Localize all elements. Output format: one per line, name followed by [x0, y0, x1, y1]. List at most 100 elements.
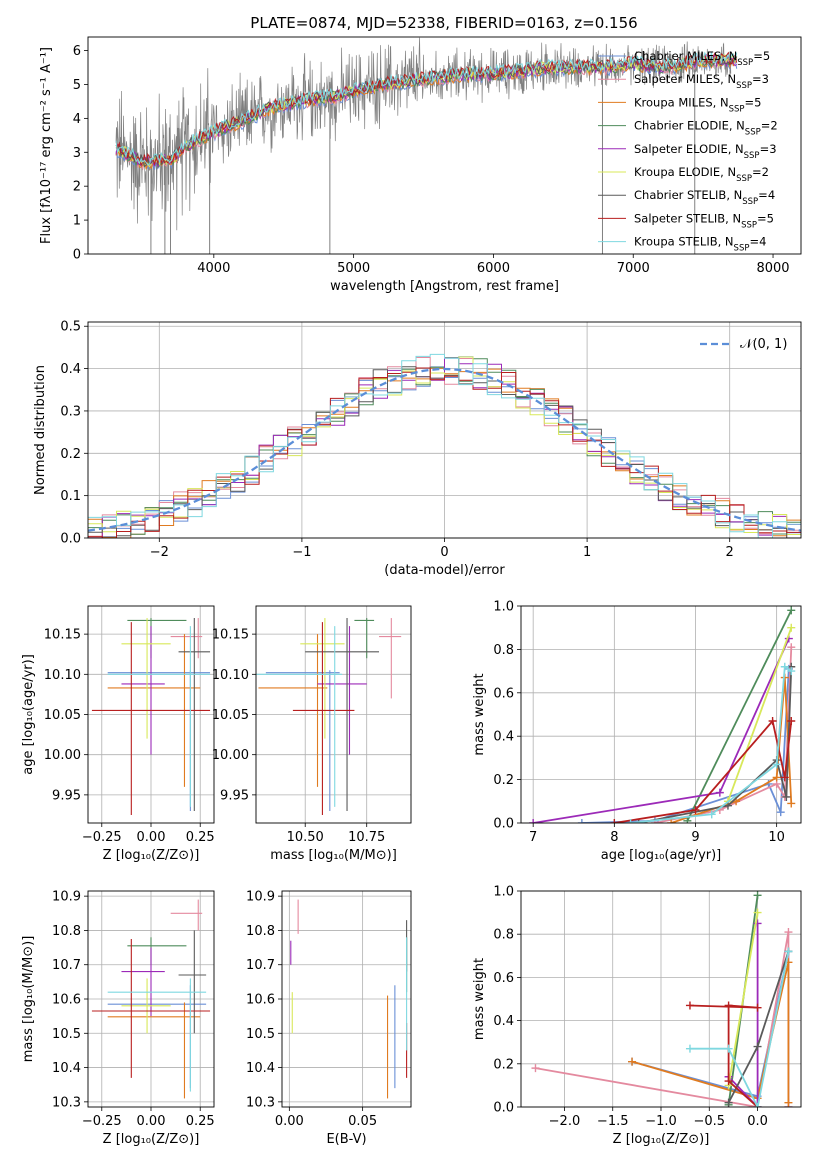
data-point — [707, 810, 716, 819]
chart-residuals: −2 −1 0 1 2 0.0 0.1 0.2 0.3 0.4 0.5 (data-model)/er… — [33, 320, 802, 578]
mass-weight-line — [690, 951, 790, 1107]
y-tick-label: 10.9 — [52, 890, 81, 905]
chart-mass-vs-Z: −0.25 0.00 0.25 10.3 10.4 10.5 10.6 10.7 10.8 10.… — [21, 890, 215, 1147]
x-tick-label: −0.25 — [82, 830, 122, 845]
mass-weight-line — [581, 668, 790, 823]
legend-sub: SSP — [736, 81, 752, 91]
y-tick-label: 10.05 — [44, 708, 81, 723]
plot-area — [88, 353, 801, 538]
mass-weight-line — [686, 609, 793, 822]
gaussian-curve — [88, 367, 801, 532]
legend-nssp: 3 — [769, 142, 776, 156]
legend-sub: SSP — [734, 244, 750, 254]
data-point — [753, 1103, 762, 1107]
data-point — [531, 1064, 540, 1073]
plot-area — [531, 891, 793, 1107]
y-tick-label: 10.7 — [52, 958, 81, 973]
y-tick-label: 10.8 — [52, 924, 81, 939]
legend-entry: Chabrier MILES, NSSP=5 — [634, 49, 770, 68]
histogram-step — [88, 353, 801, 538]
axes-frame — [520, 605, 802, 824]
data-point — [724, 1098, 733, 1107]
y-tick-label: 10.5 — [246, 1027, 275, 1042]
x-tick-label: 10.75 — [348, 830, 385, 845]
legend-eq: = — [758, 188, 768, 202]
mass-weight-line — [727, 912, 759, 1086]
y-tick-label: 0.0 — [493, 817, 514, 832]
y-tick-label: 5 — [73, 78, 81, 93]
data-point — [667, 819, 676, 823]
x-tick-label: 1 — [583, 545, 591, 560]
legend-eq: = — [757, 211, 767, 225]
x-tick-label: 5000 — [337, 261, 370, 276]
axes-frame — [87, 605, 215, 824]
histogram-step — [88, 367, 801, 538]
x-tick-label: 0.25 — [186, 1114, 215, 1129]
data-point — [784, 947, 793, 956]
data-point — [787, 667, 796, 676]
legend-nssp: 2 — [770, 119, 777, 133]
x-tick-label: 0.00 — [275, 1114, 304, 1129]
x-tick-label: 2 — [726, 545, 734, 560]
legend-entry: Salpeter MILES, NSSP=3 — [634, 72, 769, 91]
data-point — [724, 1001, 733, 1010]
y-axis-label: mass weight — [472, 958, 487, 1040]
legend-sep: , N — [720, 165, 736, 179]
legend-eq: = — [761, 119, 771, 133]
legend-sub: SSP — [742, 197, 758, 207]
mass-weight-line — [654, 647, 793, 823]
x-axis-label: E(B-V) — [326, 1132, 366, 1147]
axes-frame — [87, 321, 802, 539]
x-tick-label: 10.50 — [287, 830, 324, 845]
data-point — [685, 1001, 694, 1010]
axes-frame — [255, 605, 412, 824]
legend-sep: , N — [725, 211, 741, 225]
x-tick-label: 0.00 — [137, 830, 166, 845]
legend-sub: SSP — [741, 220, 757, 230]
y-tick-label: 2 — [73, 180, 81, 195]
axes-frame — [520, 890, 802, 1108]
x-tick-label: 6000 — [477, 261, 510, 276]
legend-entry: Salpeter STELIB, NSSP=5 — [634, 211, 774, 230]
y-tick-label: 10.00 — [212, 748, 249, 763]
data-point — [787, 643, 796, 652]
mass-weight-line — [630, 665, 792, 823]
legend-sep: , N — [726, 188, 742, 202]
data-point — [683, 816, 692, 823]
y-tick-label: 10.9 — [246, 890, 275, 905]
x-tick-label: 0 — [440, 545, 448, 560]
data-point — [753, 1003, 762, 1012]
legend-eq: = — [753, 49, 763, 63]
x-tick-label: −0.25 — [82, 1114, 122, 1129]
legend-model-name: Salpeter STELIB — [634, 211, 725, 225]
x-tick-label: 9 — [691, 830, 699, 845]
data-point — [787, 623, 796, 632]
x-tick-label: 7 — [529, 830, 537, 845]
model-line — [115, 51, 738, 166]
legend-eq: = — [744, 95, 754, 109]
data-point — [787, 799, 796, 808]
data-point — [724, 1077, 733, 1086]
legend-sub: SSP — [745, 128, 761, 138]
y-tick-label: 0.2 — [60, 447, 81, 462]
legend-entry: Salpeter ELODIE, NSSP=3 — [634, 142, 777, 161]
y-tick-label: 10.10 — [212, 668, 249, 683]
legend-entry: Kroupa MILES, NSSP=5 — [634, 95, 761, 114]
x-tick-label: −2 — [150, 545, 169, 560]
y-tick-label: 0.2 — [493, 773, 514, 788]
y-tick-label: 10.10 — [44, 668, 81, 683]
y-tick-label: 0.6 — [493, 971, 514, 986]
axes-frame — [87, 890, 215, 1108]
legend-sub: SSP — [736, 174, 752, 184]
legend-model-name: Salpeter ELODIE — [634, 142, 728, 156]
y-axis-label: mass [log₁₀(M/M⊙)] — [21, 936, 36, 1063]
x-axis-label: (data-model)/error — [384, 563, 505, 578]
y-tick-label: 10.3 — [52, 1095, 81, 1110]
figure-title: PLATE=0874, MJD=52338, FIBERID=0163, z=0… — [250, 14, 637, 32]
legend-sep: , N — [721, 49, 737, 63]
plot-area — [115, 37, 738, 254]
y-tick-label: 0.1 — [60, 489, 81, 504]
y-tick-label: 10.6 — [246, 993, 275, 1008]
y-tick-label: 9.95 — [52, 788, 81, 803]
x-axis-label: age [log₁₀(age/yr)] — [601, 848, 722, 863]
